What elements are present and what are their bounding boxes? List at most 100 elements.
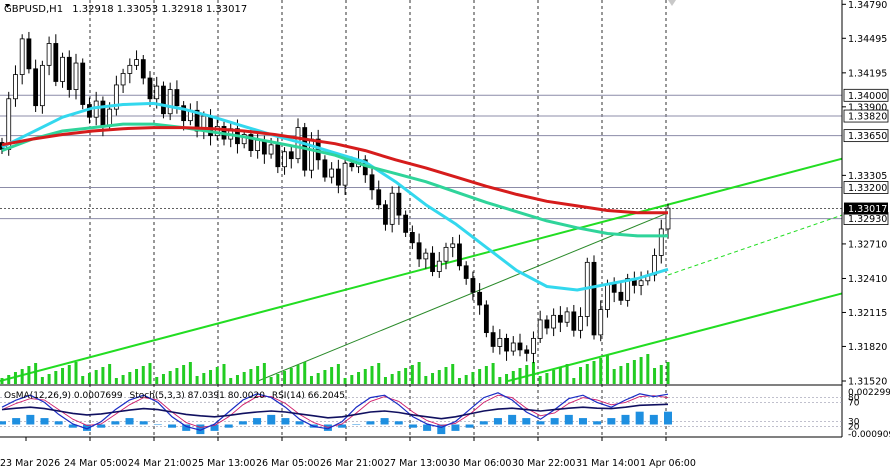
candle-body	[605, 283, 610, 310]
candle-body	[127, 64, 133, 74]
channel-projection	[667, 214, 843, 276]
volume-bar	[148, 363, 152, 384]
candle-body	[322, 159, 328, 178]
candle-body	[19, 38, 25, 75]
price-pane[interactable]: GBPUSD,H1 1.32918 1.33053 1.32918 1.3301…	[0, 0, 843, 437]
candle-body	[342, 162, 348, 186]
price-tick-label: 1.32710	[848, 239, 887, 250]
volume-bar	[336, 364, 340, 384]
channel-line	[507, 292, 843, 382]
channel-line	[0, 157, 843, 382]
candle-body	[537, 319, 543, 339]
indicator-scale-label: 30	[848, 418, 860, 428]
candle-body	[329, 168, 335, 178]
indicator-label: OsMA(12,26,9) 0.0007699 Stoch(5,3,3) 87.…	[4, 391, 345, 401]
horizontal-levels[interactable]	[0, 94, 842, 220]
candle-body	[524, 349, 530, 354]
candle-body	[113, 84, 119, 110]
level-label: 1.32930	[848, 214, 887, 225]
volume-bar	[363, 369, 367, 384]
volume-bar	[518, 368, 522, 384]
osma-bar	[26, 414, 35, 425]
candle-body	[490, 332, 496, 347]
volume-bar	[249, 369, 253, 384]
candle-body	[409, 231, 415, 244]
volume-bar	[256, 366, 260, 384]
volume-bar	[40, 377, 44, 384]
volume-bar	[444, 367, 448, 384]
candle-body	[53, 43, 59, 82]
time-tick-label: 31 Mar 14:00	[576, 458, 639, 469]
osma-bar	[649, 414, 658, 425]
candle-body	[161, 85, 166, 115]
osma-bar	[479, 421, 488, 425]
candle-body	[658, 228, 664, 256]
volume-bar	[289, 368, 293, 384]
volume-bar	[135, 369, 139, 384]
osma-bar	[182, 424, 191, 431]
level-label-box	[843, 181, 889, 194]
level-label-box	[843, 109, 889, 123]
time-tick-label: 25 Mar 13:00	[192, 458, 255, 469]
volume-bar	[545, 373, 549, 384]
trend-channel[interactable]	[0, 157, 843, 382]
volume-bar	[101, 367, 105, 384]
volume-bar	[390, 374, 394, 384]
volume-bar	[457, 378, 461, 384]
osma-bar	[621, 414, 630, 425]
moving-averages	[1, 101, 669, 292]
symbol-dropdown-icon[interactable]	[5, 4, 10, 8]
volume-bar	[511, 371, 515, 384]
candle-body	[147, 77, 153, 100]
candle-body	[268, 144, 274, 155]
volume-bar	[464, 375, 468, 384]
volume-bar	[67, 365, 71, 384]
candle-body	[551, 314, 557, 329]
candle-body	[255, 139, 261, 152]
candle-body	[167, 89, 173, 115]
price-tick-label: 1.34790	[848, 0, 887, 11]
osma-bar	[380, 418, 389, 425]
candle-body	[389, 192, 395, 225]
volume-bar	[94, 370, 98, 384]
candle-body	[477, 291, 483, 306]
volume-bar	[605, 355, 609, 384]
volume-bar	[168, 371, 172, 384]
candle-body	[140, 59, 146, 79]
volume-bar	[592, 361, 596, 384]
price-tick-label: 1.31520	[848, 377, 887, 388]
candle-body	[430, 252, 435, 272]
volume-bar	[27, 366, 31, 384]
volume-bar	[484, 366, 488, 384]
candle-body	[403, 214, 409, 233]
candle-body	[598, 309, 604, 336]
volume-bar	[666, 362, 670, 384]
osma-bar	[508, 414, 517, 425]
volume-bar	[552, 370, 556, 384]
level-label: 1.33650	[848, 131, 887, 142]
volume-bar	[209, 370, 213, 384]
volume-bar	[87, 373, 91, 384]
moving-average-line	[1, 126, 668, 215]
volume-bar	[215, 367, 219, 384]
shift-marker-icon[interactable]	[668, 0, 676, 6]
price-scale[interactable]: 1.34790 1.34495 1.34195 1.33900 1.33305 1.327…	[842, 0, 889, 388]
volume-bar	[565, 364, 569, 384]
osma-bar	[564, 414, 573, 425]
price-tick-label: 1.32115	[848, 308, 887, 319]
volume-bar	[108, 364, 112, 384]
candle-body	[510, 342, 516, 352]
volume-bar	[74, 362, 78, 384]
level-label: 1.33200	[848, 183, 887, 194]
volume-bar	[350, 375, 354, 384]
indicator-pane[interactable]: OsMA(12,26,9) 0.0007699 Stoch(5,3,3) 87.…	[0, 391, 842, 435]
osma-bar	[153, 424, 162, 425]
osma-bar	[238, 421, 247, 425]
osma-bar	[295, 421, 304, 425]
candle-body	[66, 56, 72, 90]
osma-bar	[664, 411, 672, 425]
time-scale[interactable]: 23 Mar 2026 24 Mar 05:00 24 Mar 21:00 25 Ma…	[0, 437, 696, 469]
osma-bar	[437, 424, 446, 435]
price-tick-label: 1.33900	[848, 102, 887, 113]
